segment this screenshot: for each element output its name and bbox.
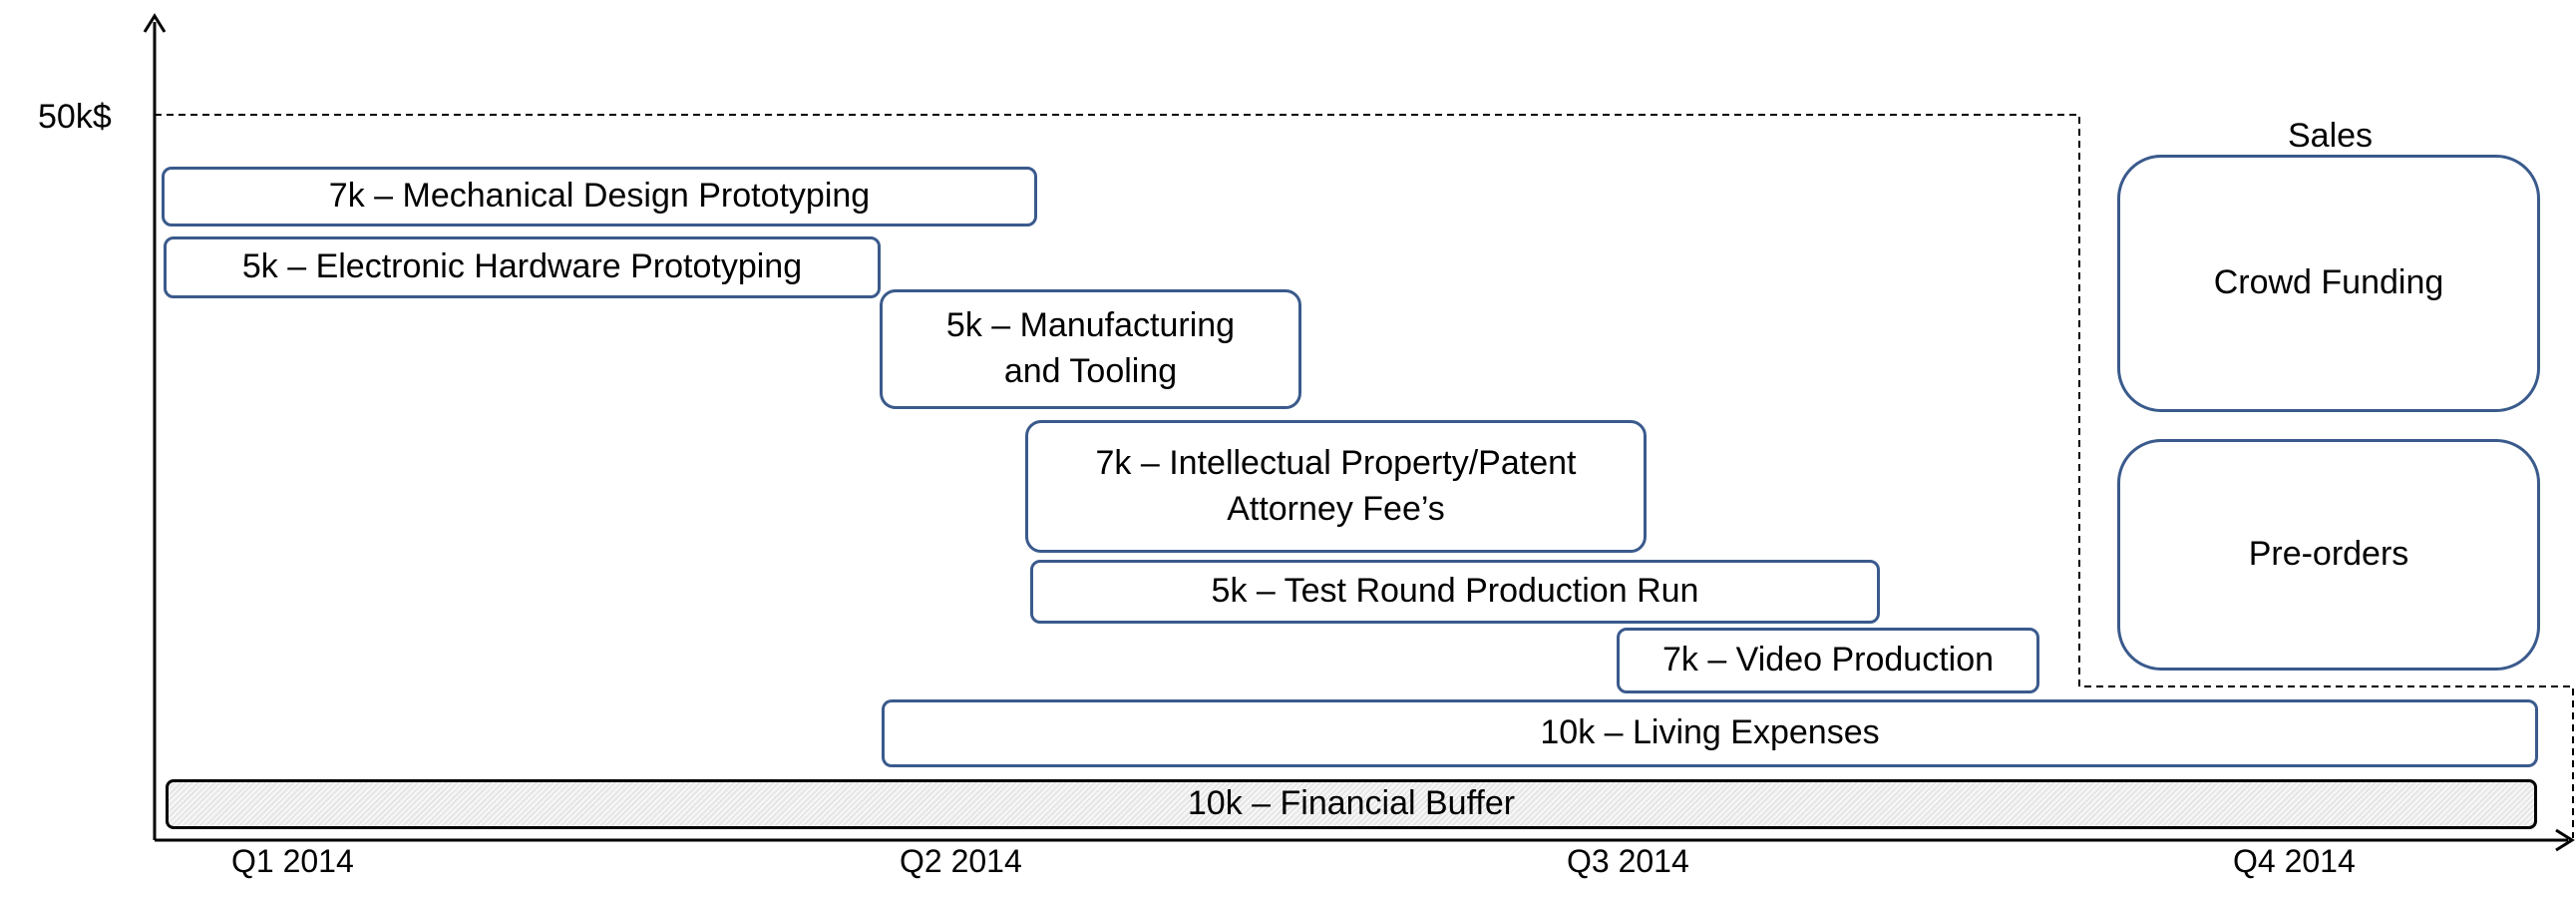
living-expenses-box: 10k – Living Expenses [882, 699, 2538, 767]
ip-attorney-box: 7k – Intellectual Property/Patent Attorn… [1025, 420, 1647, 553]
x-tick-q1: Q1 2014 [231, 843, 354, 879]
living-expenses-label: 10k – Living Expenses [1540, 713, 1880, 752]
x-tick-q2: Q2 2014 [900, 843, 1022, 879]
budget-limit-outline [155, 114, 2574, 838]
video-production-label: 7k – Video Production [1661, 641, 1995, 680]
ip-attorney-label-line1: 7k – Intellectual Property/Patent [1095, 443, 1577, 482]
crowd-funding-box: Crowd Funding [2117, 155, 2540, 412]
electronic-hardware-label: 5k – Electronic Hardware Prototyping [241, 247, 803, 286]
sales-heading: Sales [2288, 117, 2374, 155]
financial-buffer-box: 10k – Financial Buffer [166, 779, 2537, 829]
pre-orders-label: Pre-orders [2248, 535, 2409, 574]
ip-attorney-label-line2: Attorney Fee’s [1227, 489, 1445, 528]
mechanical-design-box: 7k – Mechanical Design Prototyping [162, 167, 1037, 226]
x-tick-q4: Q4 2014 [2233, 843, 2356, 879]
electronic-hardware-box: 5k – Electronic Hardware Prototyping [164, 236, 881, 298]
manufacturing-label-line2: and Tooling [1003, 352, 1178, 390]
video-production-box: 7k – Video Production [1617, 628, 2039, 693]
financial-buffer-label: 10k – Financial Buffer [1187, 784, 1516, 823]
manufacturing-label-line1: 5k – Manufacturing [945, 306, 1236, 345]
mechanical-design-label: 7k – Mechanical Design Prototyping [328, 177, 871, 216]
crowd-funding-label: Crowd Funding [2213, 263, 2444, 302]
manufacturing-box: 5k – Manufacturing and Tooling [880, 289, 1301, 409]
y-axis-max-label: 50k$ [38, 98, 112, 136]
y-axis-arrow [143, 13, 167, 33]
x-tick-q3: Q3 2014 [1567, 843, 1689, 879]
test-round-label: 5k – Test Round Production Run [1211, 572, 1699, 611]
test-round-box: 5k – Test Round Production Run [1030, 560, 1880, 624]
pre-orders-box: Pre-orders [2117, 439, 2540, 671]
x-axis-arrow [2555, 828, 2575, 852]
